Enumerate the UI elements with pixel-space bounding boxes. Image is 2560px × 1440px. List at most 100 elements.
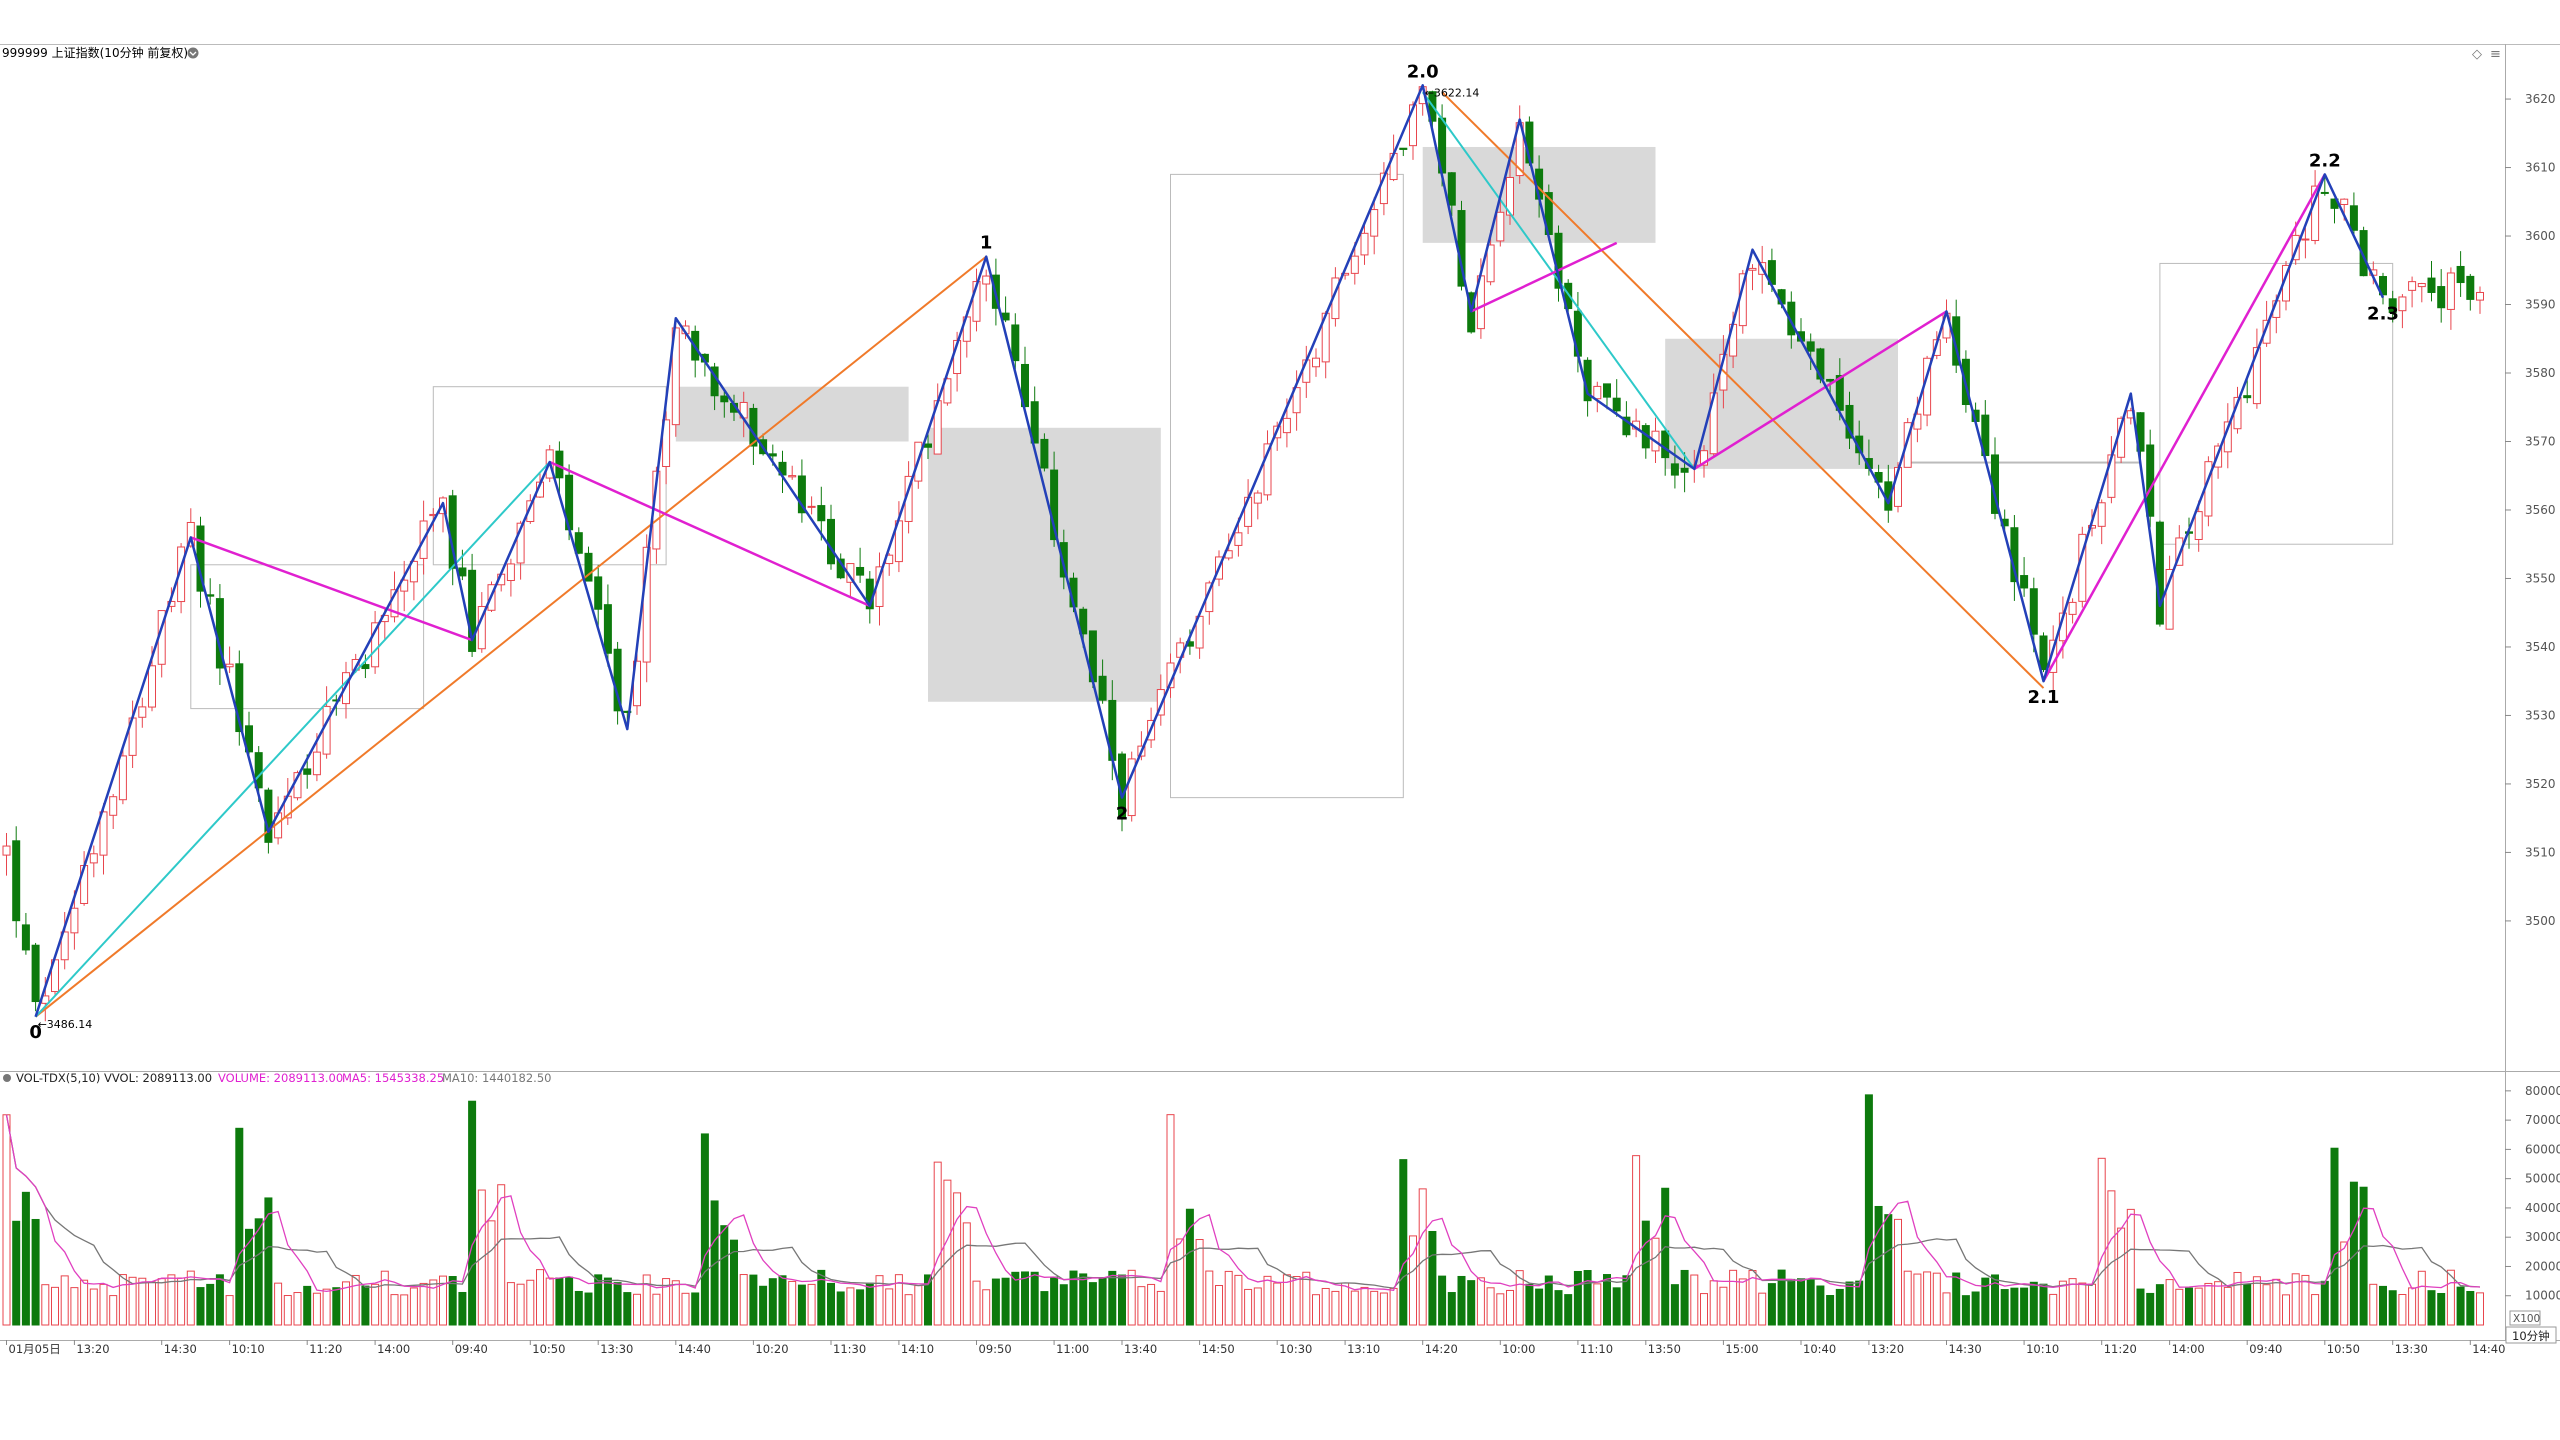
time-tick-label: 14:00 bbox=[2172, 1342, 2205, 1356]
wave-labels: 0 1 2 2.0 2.1 2.2 2.3 ←3486.14 ←3622.14 bbox=[29, 61, 2399, 1042]
time-tick-label: 13:20 bbox=[1871, 1342, 1904, 1356]
wave-lines bbox=[34, 84, 2385, 1018]
volume-bar-down bbox=[1079, 1273, 1088, 1326]
time-tick-label: 14:30 bbox=[164, 1342, 197, 1356]
candle-down bbox=[2437, 286, 2446, 309]
volume-bar-up bbox=[2078, 1282, 2087, 1326]
candle-down bbox=[1680, 467, 1689, 473]
candle-down bbox=[235, 663, 244, 733]
candle-down bbox=[2039, 635, 2048, 671]
volume-bar-down bbox=[2146, 1292, 2155, 1326]
volume-bar-up bbox=[671, 1280, 680, 1326]
volume-bar-down bbox=[1787, 1278, 1796, 1326]
candle-up bbox=[400, 579, 409, 592]
time-tick-label: 13:20 bbox=[76, 1342, 109, 1356]
volume-bar-down bbox=[991, 1278, 1000, 1326]
candle-down bbox=[603, 604, 612, 654]
menu-icon[interactable]: ≡ bbox=[2490, 47, 2501, 62]
candle-down bbox=[1670, 463, 1679, 476]
volume-bar-down bbox=[1447, 1292, 1456, 1326]
top-toolbar-area bbox=[0, 0, 2560, 44]
volume-bar-down bbox=[1806, 1278, 1815, 1326]
volume-bar-up bbox=[109, 1295, 118, 1326]
volume-bar-up bbox=[885, 1288, 894, 1326]
volume-bar-up bbox=[1923, 1271, 1932, 1326]
extreme-price-label: ←3622.14 bbox=[1425, 86, 1480, 99]
volume-bar-down bbox=[1622, 1275, 1631, 1326]
time-tick-label: 11:20 bbox=[309, 1342, 342, 1356]
price-tick-label: 3580 bbox=[2525, 366, 2556, 380]
volume-bar-down bbox=[2010, 1287, 2019, 1326]
volume-bar-up bbox=[982, 1289, 991, 1326]
candle-down bbox=[720, 395, 729, 403]
volume-bar-up bbox=[283, 1295, 292, 1326]
vvol-value: VVOL: 2089113.00 bbox=[104, 1071, 212, 1085]
candle-up bbox=[2194, 511, 2203, 540]
candle-down bbox=[1030, 401, 1039, 444]
volume-bar-up bbox=[2, 1114, 11, 1326]
time-tick-label: 10:50 bbox=[532, 1342, 565, 1356]
candle-up bbox=[2476, 291, 2484, 301]
volume-bar-down bbox=[31, 1218, 40, 1326]
time-tick-label: 15:00 bbox=[1725, 1342, 1758, 1356]
candle-up bbox=[1350, 255, 1359, 274]
chevron-down-icon bbox=[189, 51, 197, 56]
volume-tick-label: 60000 bbox=[2525, 1142, 2560, 1156]
candle-down bbox=[2029, 588, 2038, 635]
volume-bar-up bbox=[2175, 1288, 2184, 1326]
candle-down bbox=[21, 924, 30, 951]
time-tick-label: 13:50 bbox=[1648, 1342, 1681, 1356]
period-box[interactable] bbox=[2505, 1326, 2557, 1344]
volume-bar-up bbox=[545, 1277, 554, 1326]
candle-down bbox=[1098, 675, 1107, 701]
volume-bar-up bbox=[536, 1269, 544, 1326]
volume-bar-up bbox=[274, 1282, 283, 1326]
volume-bar-up bbox=[1913, 1273, 1922, 1326]
candle-up bbox=[167, 600, 176, 607]
volume-bar-up bbox=[2223, 1286, 2232, 1326]
volume-bar-down bbox=[1864, 1094, 1873, 1326]
price-axis-grid: 3500 3510 3520 3530 3540 3550 3560 3570 3580 3590… bbox=[0, 44, 2560, 1341]
volume-bar-down bbox=[361, 1285, 370, 1326]
volume-bar-up bbox=[1709, 1280, 1718, 1326]
candle-down bbox=[2359, 230, 2368, 277]
volume-bar-up bbox=[2282, 1294, 2290, 1326]
volume-bar-down bbox=[613, 1282, 622, 1326]
time-tick-label: 01月05日 bbox=[9, 1342, 61, 1356]
volume-bar-up bbox=[1195, 1239, 1204, 1326]
volume-bar-up bbox=[904, 1294, 913, 1326]
volume-bar-up bbox=[186, 1270, 195, 1326]
title-menu-icon[interactable] bbox=[187, 47, 199, 59]
volume-bar-down bbox=[1457, 1275, 1466, 1326]
diamond-icon[interactable]: ◇ bbox=[2472, 47, 2482, 62]
indicator-menu-icon[interactable] bbox=[3, 1074, 11, 1082]
candle-down bbox=[254, 752, 263, 789]
candle-up bbox=[2068, 601, 2077, 615]
volume-bar-up bbox=[1176, 1238, 1185, 1326]
candle-up bbox=[138, 706, 147, 718]
volume-bar-up bbox=[2049, 1293, 2058, 1326]
vol-indicator-label[interactable]: VOL-TDX(5,10) bbox=[16, 1071, 100, 1085]
candle-down bbox=[924, 443, 932, 448]
time-tick-label: 14:20 bbox=[1425, 1342, 1458, 1356]
candle-up bbox=[99, 811, 108, 856]
volume-bar-up bbox=[1205, 1270, 1214, 1326]
volume-bar-down bbox=[827, 1282, 835, 1326]
candle-up bbox=[89, 853, 98, 864]
wave-label: 2.3 bbox=[2367, 304, 2399, 325]
volume-bar-up bbox=[1506, 1289, 1514, 1326]
volume-bar-down bbox=[1991, 1274, 1999, 1326]
candle-down bbox=[2155, 521, 2164, 625]
time-tick-label: 10:40 bbox=[1803, 1342, 1836, 1356]
price-tick-label: 3550 bbox=[2525, 571, 2556, 585]
time-tick-label: 11:20 bbox=[2104, 1342, 2137, 1356]
candle-up bbox=[322, 705, 331, 755]
volume-bar-up bbox=[2117, 1227, 2126, 1326]
volume-bar-up bbox=[2398, 1293, 2407, 1326]
volume-bar-up bbox=[2097, 1157, 2106, 1326]
candle-up bbox=[70, 907, 79, 934]
volume-bar-up bbox=[1496, 1293, 1505, 1326]
volume-bar-up bbox=[1418, 1188, 1427, 1326]
candle-up bbox=[2398, 296, 2407, 312]
volume-bar-down bbox=[1030, 1271, 1039, 1326]
